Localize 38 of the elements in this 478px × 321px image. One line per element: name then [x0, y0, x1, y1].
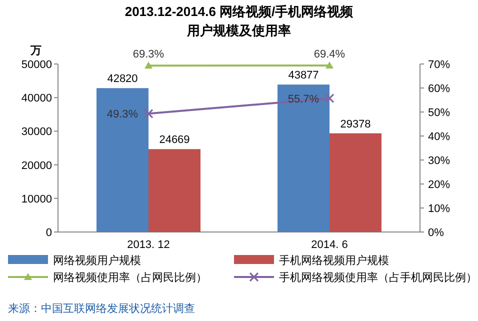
y-tick-label: 10000: [21, 193, 52, 206]
bar: [330, 133, 382, 232]
bar: [96, 88, 148, 232]
data-label: 55.7%: [288, 93, 320, 106]
chart-title: 2013.12-2014.6 网络视频/手机网络视频: [124, 4, 354, 19]
legend-label: 网络视频用户规模: [53, 254, 141, 267]
point: [144, 108, 154, 118]
point: [324, 94, 334, 104]
data-label: 69.3%: [132, 48, 164, 61]
y-tick-label: 30000: [21, 126, 52, 138]
x-tick-label: 2014. 6: [311, 239, 348, 251]
data-label: 43877: [288, 70, 319, 82]
y2-tick-label: 70%: [428, 59, 450, 71]
y-tick-label: 0: [46, 227, 52, 239]
data-label: 42820: [107, 73, 138, 86]
y-tick-label: 20000: [21, 160, 52, 172]
chart-subtitle: 用户规模及使用率: [186, 23, 291, 38]
y2-tick-label: 30%: [428, 155, 450, 167]
bar: [278, 84, 330, 232]
data-label: 69.4%: [314, 48, 346, 60]
y2-tick-label: 10%: [428, 203, 450, 215]
y-tick-label: 50000: [21, 59, 52, 71]
y-axis-title: 万: [30, 45, 42, 57]
y-tick-label: 40000: [21, 92, 52, 105]
y2-tick-label: 50%: [428, 107, 450, 119]
x-tick-label: 2013. 12: [127, 239, 170, 251]
y2-tick-label: 0%: [428, 227, 444, 239]
source-note: 来源：中国互联网络发展状况统计调查: [8, 302, 195, 315]
bar: [148, 149, 200, 232]
legend-label: 手机网络视频使用率（占手机网民比例）: [279, 271, 477, 284]
data-label: 24669: [159, 134, 190, 146]
y2-tick-label: 20%: [428, 179, 450, 191]
y2-tick-label: 40%: [428, 131, 450, 143]
y2-tick-label: 60%: [428, 83, 450, 95]
data-label: 29378: [340, 118, 371, 130]
legend-label: 手机网络视频用户规模: [279, 254, 389, 267]
data-label: 49.3%: [106, 108, 138, 121]
legend-label: 网络视频使用率（占网民比例）: [53, 271, 207, 284]
